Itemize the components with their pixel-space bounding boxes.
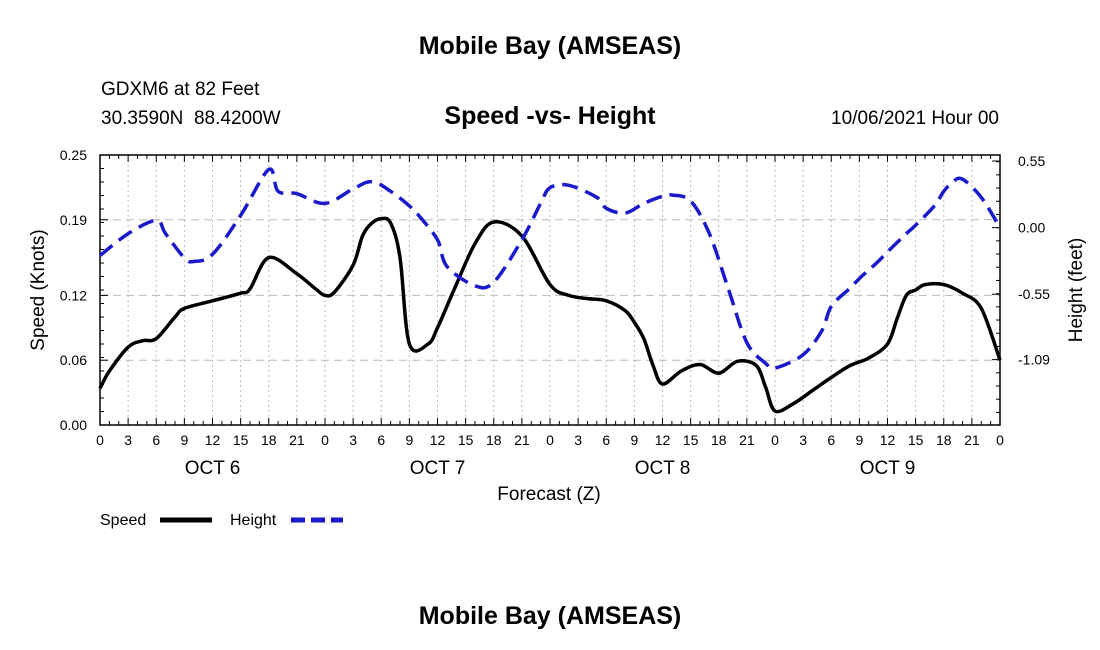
y-tick-label-left: 0.25 [60, 147, 87, 163]
x-tick-label: 18 [486, 432, 502, 448]
x-tick-label: 6 [827, 432, 835, 448]
x-tick-label: 9 [180, 432, 188, 448]
axis-ticks: 0 3 6 9 12 15 18 21 0 3 6 9 12 15 18 21 0 3 6 9 12 15 18 21 0 3 6 9… [60, 147, 1050, 479]
x-tick-label: 21 [739, 432, 755, 448]
y-tick-label-left: 0.06 [60, 352, 87, 368]
grid-lines [100, 155, 1000, 425]
legend-label-height: Height [230, 512, 277, 529]
y-tick-label-left: 0.19 [60, 212, 87, 228]
x-tick-label: 0 [321, 432, 329, 448]
y-axis-label-left: Speed (Knots) [28, 229, 49, 350]
y-tick-label-right: -0.55 [1018, 286, 1050, 302]
x-tick-label: 21 [289, 432, 305, 448]
station-label: GDXM6 at 82 Feet [101, 79, 260, 100]
y-tick-label-right: 0.00 [1018, 220, 1045, 236]
x-tick-label: 0 [96, 432, 104, 448]
x-day-label: OCT 9 [860, 458, 916, 479]
x-day-label: OCT 8 [635, 458, 691, 479]
x-tick-label: 0 [546, 432, 554, 448]
x-tick-label: 15 [908, 432, 924, 448]
x-tick-label: 18 [936, 432, 952, 448]
y-tick-label-right: 0.55 [1018, 153, 1045, 169]
legend: Speed Height [100, 512, 343, 529]
x-tick-label: 9 [405, 432, 413, 448]
x-axis-label: Forecast (Z) [497, 484, 600, 505]
series-line-speed [98, 216, 1002, 414]
series-line-height [98, 167, 1002, 371]
x-day-label: OCT 6 [185, 458, 241, 479]
x-day-label: OCT 7 [410, 458, 466, 479]
x-tick-label: 12 [880, 432, 896, 448]
x-tick-label: 15 [458, 432, 474, 448]
x-tick-label: 0 [996, 432, 1004, 448]
x-tick-label: 6 [377, 432, 385, 448]
run-time-label: 10/06/2021 Hour 00 [831, 108, 999, 129]
x-tick-label: 18 [711, 432, 727, 448]
x-tick-label: 3 [349, 432, 357, 448]
coords-label: 30.3590N 88.4200W [101, 108, 281, 129]
chart-title: Speed -vs- Height [444, 102, 656, 130]
legend-label-speed: Speed [100, 512, 146, 529]
series-group [98, 167, 1002, 414]
x-tick-label: 12 [205, 432, 221, 448]
x-tick-label: 21 [514, 432, 530, 448]
y-tick-label-left: 0.00 [60, 417, 87, 433]
y-tick-label-left: 0.12 [60, 287, 87, 303]
x-tick-label: 15 [683, 432, 699, 448]
x-tick-label: 12 [655, 432, 671, 448]
x-tick-label: 18 [261, 432, 277, 448]
x-tick-label: 3 [799, 432, 807, 448]
y-tick-label-right: -1.09 [1018, 352, 1050, 368]
x-tick-label: 15 [233, 432, 249, 448]
x-tick-label: 21 [964, 432, 980, 448]
x-tick-label: 9 [630, 432, 638, 448]
x-tick-label: 3 [124, 432, 132, 448]
x-tick-label: 12 [430, 432, 446, 448]
page-title-bottom: Mobile Bay (AMSEAS) [419, 602, 682, 630]
x-tick-label: 9 [855, 432, 863, 448]
y-axis-label-right: Height (feet) [1066, 238, 1087, 343]
x-tick-label: 3 [574, 432, 582, 448]
x-tick-label: 6 [602, 432, 610, 448]
page-title-top: Mobile Bay (AMSEAS) [419, 32, 682, 60]
x-tick-label: 0 [771, 432, 779, 448]
x-tick-label: 6 [152, 432, 160, 448]
